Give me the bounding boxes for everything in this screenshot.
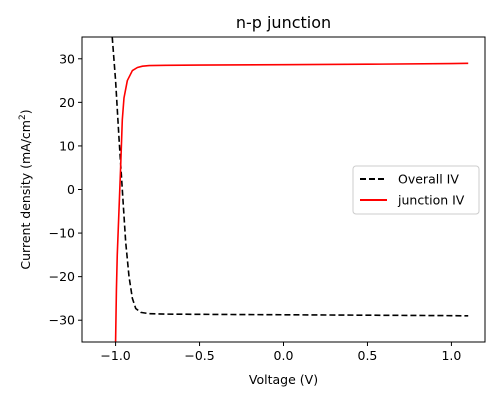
y-axis-label-main: Current density (mA/cm <box>18 120 33 270</box>
x-tick-label: 0.5 <box>358 348 378 363</box>
series-line-junction-iv <box>114 62 469 342</box>
axes-layer: −1.0 −0.5 0.0 0.5 1.0 −30 −20 −10 0 10 20 30 <box>49 51 462 363</box>
y-tick-label: 30 <box>59 51 75 66</box>
y-tick-label: −20 <box>49 269 75 284</box>
chart-title: n-p junction <box>236 13 331 32</box>
series-layer <box>111 37 469 342</box>
y-tick-label: 10 <box>59 138 75 153</box>
y-tick-label: −10 <box>49 226 75 241</box>
legend-box <box>352 165 480 215</box>
x-tick-label: 1.0 <box>441 348 461 363</box>
x-tick-label: 0.0 <box>274 348 294 363</box>
y-tick-label: 0 <box>67 182 75 197</box>
x-tick-label: −0.5 <box>184 348 214 363</box>
legend-label-junction-iv: junction IV <box>397 193 465 208</box>
x-axis-label: Voltage (V) <box>249 372 318 387</box>
plot-frame <box>81 36 486 343</box>
y-axis-label-sup: 2 <box>18 114 28 120</box>
legend-label-overall-iv: Overall IV <box>398 172 459 187</box>
y-axis-label: Current density (mA/cm2) <box>18 109 33 269</box>
y-tick-label: −30 <box>49 313 75 328</box>
y-axis-label-close: ) <box>18 109 33 114</box>
y-tick-label: 20 <box>59 95 75 110</box>
x-tick-label: −1.0 <box>100 348 130 363</box>
legend: Overall IV junction IV <box>352 165 480 215</box>
